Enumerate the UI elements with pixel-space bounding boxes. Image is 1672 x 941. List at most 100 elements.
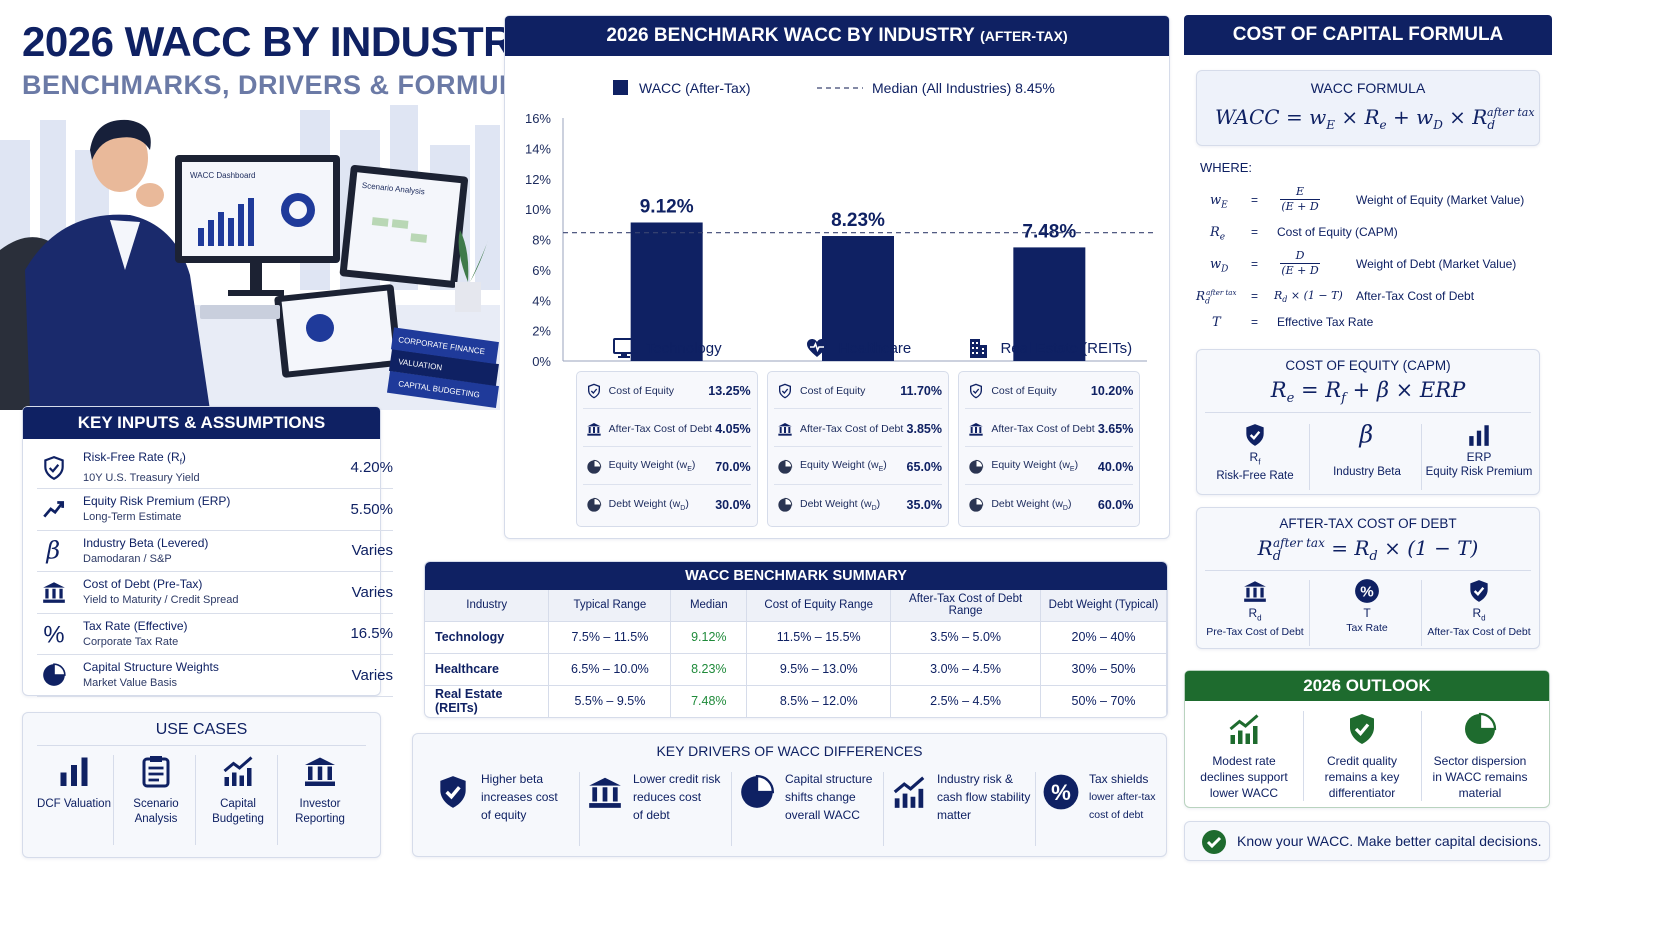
chart-title: 2026 BENCHMARK WACC BY INDUSTRY (AFTER-T… <box>505 16 1169 56</box>
page-title: 2026 WACC BY INDUSTRY <box>22 18 539 65</box>
def-weight-debt: Weight of Debt (Market Value) <box>1356 257 1517 271</box>
metric-value: 70.0% <box>715 459 751 474</box>
metric-value: 65.0% <box>906 459 942 474</box>
wacc-formula: WACC = wE × Re + wD × Rdafter tax <box>1215 105 1535 132</box>
formula-component: Rf Risk-Free Rate <box>1201 422 1309 494</box>
metric-value: 10.20% <box>1090 383 1134 398</box>
driver-text: of debt <box>633 808 670 822</box>
key-input-label: Risk-Free Rate (Rf) <box>83 449 186 467</box>
driver-item: Lower credit risk reduces cost of debt <box>585 770 731 840</box>
metric-value: 13.25% <box>708 383 751 398</box>
use-cases-panel: USE CASES DCF Valuation Scenario Analysis C… <box>22 712 381 858</box>
key-input-sublabel: Corporate Tax Rate <box>83 635 179 648</box>
bank-icon <box>583 421 605 437</box>
driver-text: of equity <box>481 808 527 822</box>
summary-title: WACC BENCHMARK SUMMARY <box>425 562 1167 590</box>
outlook-panel: 2026 OUTLOOK Modest rate declines support… <box>1184 670 1550 808</box>
formula-component: Rd Pre-Tax Cost of Debt <box>1201 578 1309 650</box>
variable-definitions: wE = E (E + D Weight of Equity (Market Va… <box>1196 185 1525 330</box>
key-inputs-panel: KEY INPUTS & ASSUMPTIONS Risk-Free Rate … <box>22 406 393 697</box>
building-icon <box>966 336 990 360</box>
bar-chart-icon <box>31 753 117 789</box>
y-tick-label: 12% <box>525 172 551 187</box>
outlook-text: Modest rate <box>1212 754 1276 768</box>
pie-icon <box>774 459 796 475</box>
table-cell: Real Estate (REITs) <box>425 684 550 717</box>
y-tick-label: 14% <box>525 141 551 156</box>
table-cell: 8.23% <box>670 652 748 685</box>
outlook-title: 2026 OUTLOOK <box>1185 671 1549 701</box>
use-case-item: Scenario Analysis <box>113 753 199 827</box>
pie-icon <box>965 497 987 513</box>
use-case-label: Reporting <box>295 813 345 825</box>
key-input-sublabel: Market Value Basis <box>83 677 177 689</box>
key-input-row: Risk-Free Rate (Rf) 10Y U.S. Treasury Yie… <box>37 447 393 489</box>
driver-text: cash flow stability <box>937 790 1031 804</box>
key-input-label: Tax Rate (Effective) <box>83 618 188 633</box>
outlook-text: in WACC remains <box>1432 770 1528 784</box>
footer-text: Know your WACC. Make better capital deci… <box>1237 833 1542 849</box>
pie-icon <box>37 658 71 692</box>
driver-text: overall WACC <box>785 808 860 822</box>
legend-label: Median (All Industries) 8.45% <box>872 80 1055 96</box>
metric-value: 30.0% <box>715 498 751 512</box>
bar-data-label: 8.23% <box>831 210 885 231</box>
bar-data-label: 7.48% <box>1022 221 1076 242</box>
industry-metrics-card: Cost of Equity 10.20% After-Tax Cost of De… <box>958 371 1141 527</box>
component-label: Industry Beta <box>1333 466 1401 478</box>
metric-label: Equity Weight (wE) <box>608 459 696 474</box>
use-cases-title: USE CASES <box>155 721 248 738</box>
table-row: Healthcare 6.5% – 10.0% 8.23% 9.5% – 13.0% 3… <box>425 652 1167 685</box>
table-cell: 3.0% – 4.5% <box>890 652 1042 685</box>
clipboard-icon <box>113 753 199 789</box>
driver-text: shifts change <box>785 790 856 804</box>
metric-value: 4.05% <box>715 421 751 436</box>
formula-component: Rd After-Tax Cost of Debt <box>1425 578 1533 650</box>
svg-text:%: % <box>1360 583 1374 600</box>
component-label: Risk-Free Rate <box>1216 470 1294 483</box>
key-input-value: 5.50% <box>350 500 393 518</box>
svg-text:%: % <box>1051 780 1071 805</box>
table-cell: 7.5% – 11.5% <box>548 620 672 653</box>
industry-metrics-card: Cost of Equity 13.25% After-Tax Cost of De… <box>575 371 758 527</box>
table-header: Debt Weight (Typical) <box>1040 590 1167 621</box>
metric-value: 3.65% <box>1097 421 1134 436</box>
summary-panel: WACC BENCHMARK SUMMARY Industry Typical R… <box>424 561 1168 718</box>
bank-icon <box>277 753 363 789</box>
component-symbol: T <box>1363 606 1371 620</box>
shield-check-icon <box>1307 711 1417 749</box>
key-input-value: Varies <box>351 542 393 559</box>
key-input-value: Varies <box>351 666 393 684</box>
y-tick-label: 8% <box>532 233 551 248</box>
legend-label: WACC (After-Tax) <box>639 80 750 96</box>
bar <box>1013 247 1086 361</box>
use-case-label: Capital <box>220 798 256 810</box>
driver-text: cost of debt <box>1089 809 1144 821</box>
def-tax-rate: Effective Tax Rate <box>1277 315 1374 329</box>
component-label: Tax Rate <box>1346 622 1388 634</box>
pie-icon <box>583 497 605 513</box>
table-header: Median <box>670 590 748 621</box>
check-circle-icon <box>1201 829 1227 860</box>
y-tick-label: 10% <box>525 202 551 217</box>
key-input-value: Varies <box>351 583 393 601</box>
key-input-row: Cost of Debt (Pre-Tax) Yield to Maturity … <box>37 572 393 614</box>
bank-icon <box>965 421 987 437</box>
outlook-item: Credit quality remains a key differentiato… <box>1307 711 1417 801</box>
table-cell: 50% – 70% <box>1040 684 1167 717</box>
metric-label: Cost of Equity <box>608 384 675 397</box>
category-label: Healthcare <box>758 336 958 360</box>
def-after-tax-debt: After-Tax Cost of Debt <box>1356 289 1475 303</box>
metric-row: Debt Weight (wD) 60.0% <box>965 487 1133 523</box>
wacc-bar-chart: 0% 2% 4% 6% 8% 10% 12% 14% 16% 9.12% 8.23% 7.48% WAC… <box>525 80 1157 369</box>
key-input-label: Cost of Debt (Pre-Tax) <box>83 577 203 591</box>
metric-row: Cost of Equity 11.70% <box>774 373 942 409</box>
bank-icon <box>585 772 625 812</box>
outlook-text: Sector dispersion <box>1433 754 1527 768</box>
pie-icon <box>737 772 777 812</box>
pie-icon <box>774 497 796 513</box>
percent-icon: % <box>37 617 71 651</box>
driver-text: Capital structure <box>785 772 873 786</box>
page-subtitle: BENCHMARKS, DRIVERS & FORMULA <box>22 70 536 100</box>
metric-row: Debt Weight (wD) 35.0% <box>774 487 942 523</box>
